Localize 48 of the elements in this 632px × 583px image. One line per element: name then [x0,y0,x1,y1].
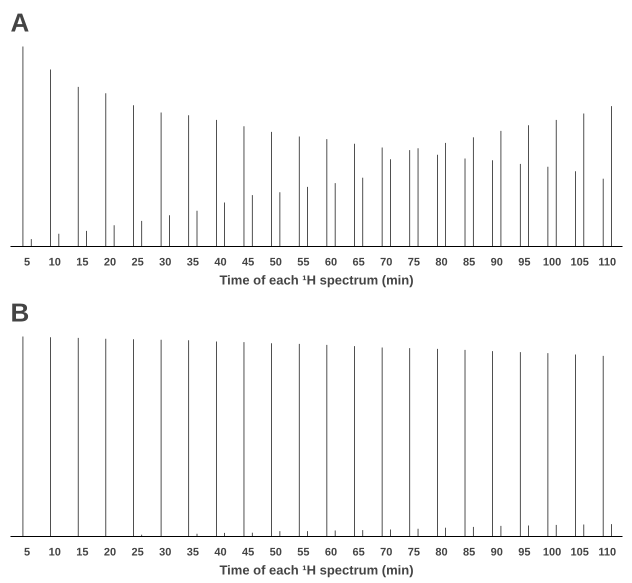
x-tick-label: 105 [570,546,589,558]
x-tick-label: 90 [490,256,503,268]
x-tick-label: 95 [518,256,531,268]
x-tick-label: 45 [242,546,254,558]
x-tick-label: 35 [186,256,199,268]
x-tick-label: 45 [242,256,254,268]
x-tick-label: 20 [104,256,116,268]
x-tick-label: 30 [159,546,172,558]
x-tick-label: 20 [104,546,116,558]
x-tick-label: 75 [408,546,420,558]
x-tick-label: 30 [159,256,172,268]
x-tick-label: 70 [380,546,392,558]
x-tick-label: 60 [324,546,338,558]
x-tick-label: 110 [598,256,616,268]
x-tick-label: 55 [297,546,310,558]
x-tick-label: 10 [48,256,61,268]
x-tick-label: 85 [463,256,476,268]
x-axis-title: Time of each ¹H spectrum (min) [219,562,414,578]
x-tick-label: 100 [542,546,562,558]
x-tick-label: 65 [352,256,365,268]
chart-title: A [10,8,30,38]
x-tick-label: 60 [324,256,338,268]
x-tick-label: 15 [76,256,88,268]
x-tick-label: 35 [186,546,199,558]
x-tick-label: 95 [518,546,531,558]
x-tick-label: 80 [435,256,448,268]
x-tick-label: 105 [570,256,589,268]
x-tick-label: 100 [542,256,562,268]
x-axis-title: Time of each ¹H spectrum (min) [219,272,414,288]
x-tick-label: 25 [131,256,144,268]
x-tick-label: 40 [214,546,227,558]
x-tick-label: 75 [408,256,420,268]
x-tick-label: 85 [463,546,476,558]
x-tick-label: 55 [297,256,310,268]
x-tick-label: 50 [270,256,282,268]
x-tick-label: 15 [76,546,88,558]
x-tick-label: 25 [131,546,144,558]
x-tick-label: 80 [435,546,448,558]
x-tick-label: 50 [270,546,282,558]
x-tick-label: 5 [24,546,30,558]
x-tick-label: 70 [380,256,392,268]
x-tick-label: 10 [48,546,61,558]
x-tick-label: 40 [214,256,227,268]
chart-title: B [10,298,30,328]
x-tick-label: 5 [24,256,30,268]
x-tick-label: 110 [598,546,616,558]
x-tick-label: 65 [352,546,365,558]
x-tick-label: 90 [490,546,503,558]
